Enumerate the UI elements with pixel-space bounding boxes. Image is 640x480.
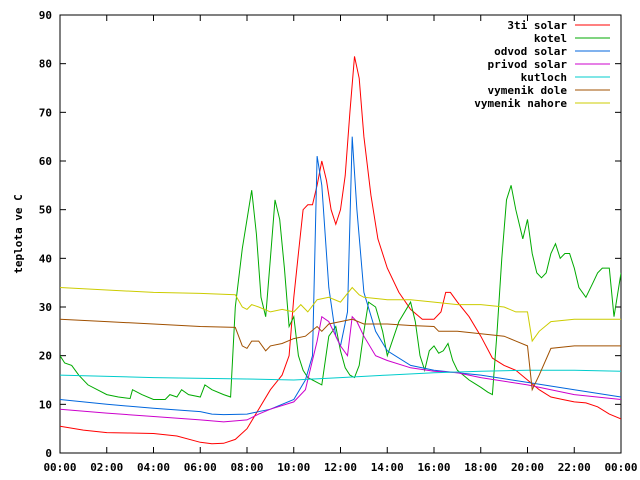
legend-label: vymenik dole — [488, 84, 568, 97]
x-tick-label: 04:00 — [137, 461, 170, 474]
axis-ticks: 0 10 20 30 40 50 60 70 80 90 00:00 02:00 04:00 06:00 0… — [39, 9, 638, 474]
y-tick-label: 0 — [45, 447, 52, 460]
y-tick-label: 20 — [39, 350, 52, 363]
x-tick-label: 10:00 — [277, 461, 310, 474]
y-tick-label: 60 — [39, 155, 52, 168]
x-tick-label: 00:00 — [604, 461, 637, 474]
x-tick-label: 16:00 — [417, 461, 450, 474]
series-line-3ti-solar — [60, 56, 621, 445]
series-line-privod-solar — [60, 315, 621, 423]
y-tick-label: 30 — [39, 301, 52, 314]
series-line-vymenik-dole — [60, 318, 621, 392]
x-tick-label: 18:00 — [464, 461, 497, 474]
y-tick-label: 70 — [39, 106, 52, 119]
y-tick-label: 10 — [39, 398, 52, 411]
x-tick-label: 00:00 — [43, 461, 76, 474]
legend-label: 3ti solar — [507, 19, 567, 32]
x-tick-label: 22:00 — [558, 461, 591, 474]
legend-label: odvod solar — [494, 45, 567, 58]
x-tick-label: 08:00 — [230, 461, 263, 474]
series-line-odvod-solar — [60, 136, 621, 416]
x-tick-label: 06:00 — [184, 461, 217, 474]
legend-label: kotel — [534, 32, 567, 45]
x-tick-label: 20:00 — [511, 461, 544, 474]
x-tick-label: 12:00 — [324, 461, 357, 474]
legend-label: privod solar — [488, 58, 568, 71]
series-line-kotel — [60, 185, 621, 400]
y-tick-label: 80 — [39, 58, 52, 71]
series-line-vymenik-nahore — [60, 286, 621, 343]
x-tick-label: 02:00 — [90, 461, 123, 474]
y-tick-label: 90 — [39, 9, 52, 22]
series-line-kutloch — [60, 369, 621, 381]
y-tick-label: 50 — [39, 204, 52, 217]
legend-label: kutloch — [521, 71, 567, 84]
series-lines — [60, 56, 621, 445]
y-axis-label: teplota ve C — [12, 194, 25, 273]
legend-label: vymenik nahore — [474, 97, 567, 110]
x-tick-label: 14:00 — [371, 461, 404, 474]
y-tick-label: 40 — [39, 252, 52, 265]
